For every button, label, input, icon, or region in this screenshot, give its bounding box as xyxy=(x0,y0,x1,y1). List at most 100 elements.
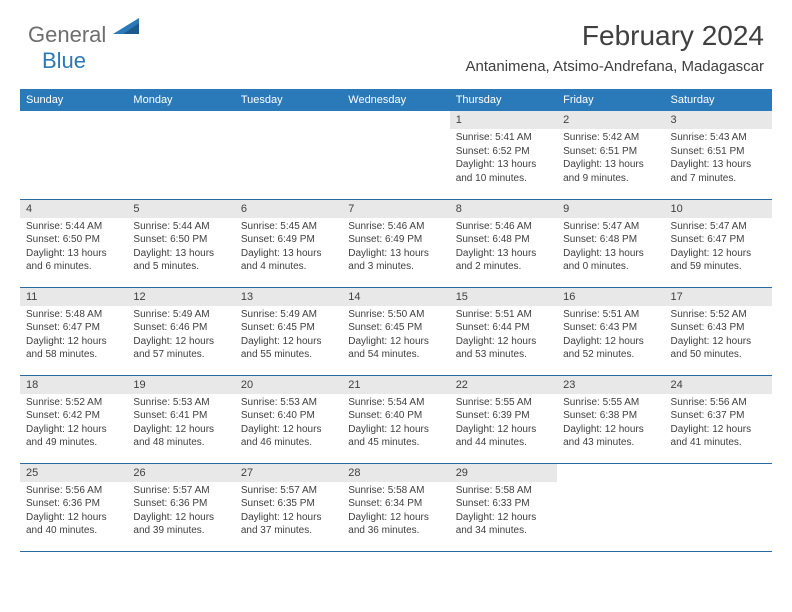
day-header: Monday xyxy=(127,89,234,111)
day-details: Sunrise: 5:46 AMSunset: 6:48 PMDaylight:… xyxy=(450,218,557,278)
day-details: Sunrise: 5:44 AMSunset: 6:50 PMDaylight:… xyxy=(20,218,127,278)
day-number: 2 xyxy=(557,111,664,129)
calendar-cell: 20Sunrise: 5:53 AMSunset: 6:40 PMDayligh… xyxy=(235,375,342,463)
calendar-week-row: 18Sunrise: 5:52 AMSunset: 6:42 PMDayligh… xyxy=(20,375,772,463)
day-details: Sunrise: 5:44 AMSunset: 6:50 PMDaylight:… xyxy=(127,218,234,278)
calendar-cell: 29Sunrise: 5:58 AMSunset: 6:33 PMDayligh… xyxy=(450,463,557,551)
day-header: Thursday xyxy=(450,89,557,111)
day-details: Sunrise: 5:58 AMSunset: 6:33 PMDaylight:… xyxy=(450,482,557,542)
day-header: Friday xyxy=(557,89,664,111)
calendar-cell: 10Sunrise: 5:47 AMSunset: 6:47 PMDayligh… xyxy=(665,199,772,287)
calendar-cell: 11Sunrise: 5:48 AMSunset: 6:47 PMDayligh… xyxy=(20,287,127,375)
day-details: Sunrise: 5:56 AMSunset: 6:37 PMDaylight:… xyxy=(665,394,772,454)
day-number: 4 xyxy=(20,200,127,218)
calendar-cell: 13Sunrise: 5:49 AMSunset: 6:45 PMDayligh… xyxy=(235,287,342,375)
calendar-cell xyxy=(557,463,664,551)
day-header: Sunday xyxy=(20,89,127,111)
day-details: Sunrise: 5:53 AMSunset: 6:40 PMDaylight:… xyxy=(235,394,342,454)
calendar-cell: 6Sunrise: 5:45 AMSunset: 6:49 PMDaylight… xyxy=(235,199,342,287)
day-details: Sunrise: 5:55 AMSunset: 6:38 PMDaylight:… xyxy=(557,394,664,454)
day-number: 24 xyxy=(665,376,772,394)
calendar-week-row: 25Sunrise: 5:56 AMSunset: 6:36 PMDayligh… xyxy=(20,463,772,551)
day-number: 17 xyxy=(665,288,772,306)
calendar-cell: 4Sunrise: 5:44 AMSunset: 6:50 PMDaylight… xyxy=(20,199,127,287)
day-details: Sunrise: 5:47 AMSunset: 6:47 PMDaylight:… xyxy=(665,218,772,278)
day-number: 13 xyxy=(235,288,342,306)
day-number: 27 xyxy=(235,464,342,482)
calendar-cell xyxy=(235,111,342,199)
day-number: 3 xyxy=(665,111,772,129)
day-details: Sunrise: 5:55 AMSunset: 6:39 PMDaylight:… xyxy=(450,394,557,454)
day-number: 5 xyxy=(127,200,234,218)
calendar-week-row: 4Sunrise: 5:44 AMSunset: 6:50 PMDaylight… xyxy=(20,199,772,287)
day-details: Sunrise: 5:57 AMSunset: 6:36 PMDaylight:… xyxy=(127,482,234,542)
day-details: Sunrise: 5:52 AMSunset: 6:43 PMDaylight:… xyxy=(665,306,772,366)
calendar-cell: 7Sunrise: 5:46 AMSunset: 6:49 PMDaylight… xyxy=(342,199,449,287)
day-details: Sunrise: 5:48 AMSunset: 6:47 PMDaylight:… xyxy=(20,306,127,366)
day-number: 22 xyxy=(450,376,557,394)
calendar-cell: 15Sunrise: 5:51 AMSunset: 6:44 PMDayligh… xyxy=(450,287,557,375)
location-text: Antanimena, Atsimo-Andrefana, Madagascar xyxy=(466,58,765,75)
day-details: Sunrise: 5:43 AMSunset: 6:51 PMDaylight:… xyxy=(665,129,772,189)
calendar-cell xyxy=(20,111,127,199)
day-number: 29 xyxy=(450,464,557,482)
day-number: 11 xyxy=(20,288,127,306)
day-details: Sunrise: 5:53 AMSunset: 6:41 PMDaylight:… xyxy=(127,394,234,454)
day-details: Sunrise: 5:42 AMSunset: 6:51 PMDaylight:… xyxy=(557,129,664,189)
calendar-cell: 16Sunrise: 5:51 AMSunset: 6:43 PMDayligh… xyxy=(557,287,664,375)
day-details: Sunrise: 5:50 AMSunset: 6:45 PMDaylight:… xyxy=(342,306,449,366)
day-details: Sunrise: 5:49 AMSunset: 6:46 PMDaylight:… xyxy=(127,306,234,366)
logo-triangle-icon xyxy=(113,18,139,34)
logo: General Blue xyxy=(28,18,139,74)
calendar-cell: 22Sunrise: 5:55 AMSunset: 6:39 PMDayligh… xyxy=(450,375,557,463)
day-details: Sunrise: 5:47 AMSunset: 6:48 PMDaylight:… xyxy=(557,218,664,278)
day-details: Sunrise: 5:58 AMSunset: 6:34 PMDaylight:… xyxy=(342,482,449,542)
calendar-cell: 12Sunrise: 5:49 AMSunset: 6:46 PMDayligh… xyxy=(127,287,234,375)
calendar-cell: 5Sunrise: 5:44 AMSunset: 6:50 PMDaylight… xyxy=(127,199,234,287)
calendar-week-row: 11Sunrise: 5:48 AMSunset: 6:47 PMDayligh… xyxy=(20,287,772,375)
day-number: 7 xyxy=(342,200,449,218)
calendar-cell: 25Sunrise: 5:56 AMSunset: 6:36 PMDayligh… xyxy=(20,463,127,551)
day-details: Sunrise: 5:52 AMSunset: 6:42 PMDaylight:… xyxy=(20,394,127,454)
day-header: Wednesday xyxy=(342,89,449,111)
day-details: Sunrise: 5:41 AMSunset: 6:52 PMDaylight:… xyxy=(450,129,557,189)
calendar-cell xyxy=(127,111,234,199)
logo-text-blue: Blue xyxy=(42,48,86,73)
day-number: 12 xyxy=(127,288,234,306)
day-header: Saturday xyxy=(665,89,772,111)
calendar-cell: 14Sunrise: 5:50 AMSunset: 6:45 PMDayligh… xyxy=(342,287,449,375)
day-number: 9 xyxy=(557,200,664,218)
day-details: Sunrise: 5:49 AMSunset: 6:45 PMDaylight:… xyxy=(235,306,342,366)
day-details: Sunrise: 5:51 AMSunset: 6:43 PMDaylight:… xyxy=(557,306,664,366)
day-number: 25 xyxy=(20,464,127,482)
calendar-cell: 1Sunrise: 5:41 AMSunset: 6:52 PMDaylight… xyxy=(450,111,557,199)
header: General Blue February 2024 Antanimena, A… xyxy=(0,0,792,79)
day-details: Sunrise: 5:45 AMSunset: 6:49 PMDaylight:… xyxy=(235,218,342,278)
calendar-cell: 3Sunrise: 5:43 AMSunset: 6:51 PMDaylight… xyxy=(665,111,772,199)
calendar-cell: 28Sunrise: 5:58 AMSunset: 6:34 PMDayligh… xyxy=(342,463,449,551)
day-number: 8 xyxy=(450,200,557,218)
day-details: Sunrise: 5:46 AMSunset: 6:49 PMDaylight:… xyxy=(342,218,449,278)
day-header: Tuesday xyxy=(235,89,342,111)
calendar-cell: 17Sunrise: 5:52 AMSunset: 6:43 PMDayligh… xyxy=(665,287,772,375)
calendar-cell: 27Sunrise: 5:57 AMSunset: 6:35 PMDayligh… xyxy=(235,463,342,551)
day-details: Sunrise: 5:54 AMSunset: 6:40 PMDaylight:… xyxy=(342,394,449,454)
calendar-cell xyxy=(665,463,772,551)
day-number: 28 xyxy=(342,464,449,482)
day-number: 10 xyxy=(665,200,772,218)
day-number: 16 xyxy=(557,288,664,306)
day-number: 21 xyxy=(342,376,449,394)
day-details: Sunrise: 5:51 AMSunset: 6:44 PMDaylight:… xyxy=(450,306,557,366)
calendar-table: SundayMondayTuesdayWednesdayThursdayFrid… xyxy=(20,89,772,552)
calendar-week-row: 1Sunrise: 5:41 AMSunset: 6:52 PMDaylight… xyxy=(20,111,772,199)
calendar-cell: 24Sunrise: 5:56 AMSunset: 6:37 PMDayligh… xyxy=(665,375,772,463)
day-number: 19 xyxy=(127,376,234,394)
calendar-cell: 9Sunrise: 5:47 AMSunset: 6:48 PMDaylight… xyxy=(557,199,664,287)
calendar-cell: 2Sunrise: 5:42 AMSunset: 6:51 PMDaylight… xyxy=(557,111,664,199)
logo-text-general: General xyxy=(28,22,106,47)
day-number: 26 xyxy=(127,464,234,482)
day-details: Sunrise: 5:56 AMSunset: 6:36 PMDaylight:… xyxy=(20,482,127,542)
day-number: 18 xyxy=(20,376,127,394)
calendar-cell: 23Sunrise: 5:55 AMSunset: 6:38 PMDayligh… xyxy=(557,375,664,463)
calendar-cell xyxy=(342,111,449,199)
